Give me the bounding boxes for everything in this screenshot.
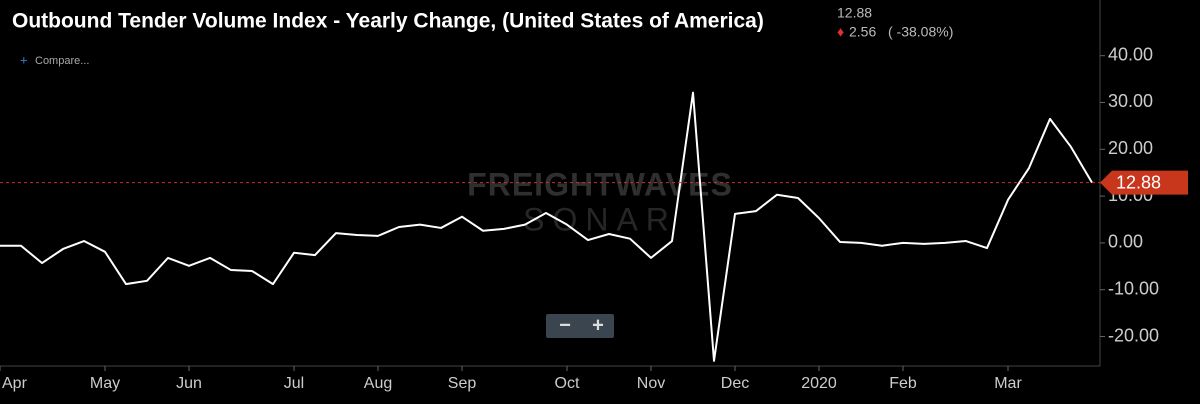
x-tick-label: May: [90, 375, 120, 392]
zoom-box: [546, 314, 614, 338]
x-tick-label: Apr: [2, 375, 28, 392]
change-percent: ( -38.08%): [888, 24, 953, 40]
last-value-tag-label: 12.88: [1116, 172, 1161, 192]
change-value: 2.56: [849, 24, 876, 40]
x-tick-label: Aug: [364, 375, 392, 392]
line-series: [0, 91, 1093, 362]
y-tick-label: 20.00: [1108, 138, 1153, 158]
y-tick-label: 40.00: [1108, 44, 1153, 64]
zoom-out[interactable]: −: [559, 314, 571, 336]
chart-title: Outbound Tender Volume Index - Yearly Ch…: [12, 10, 764, 33]
zoom-in[interactable]: +: [592, 314, 604, 336]
x-tick-label: Oct: [555, 375, 580, 392]
x-tick-label: Jun: [176, 375, 202, 392]
change-icon: ♦: [837, 24, 844, 40]
compare-icon[interactable]: +: [20, 52, 28, 67]
last-value-tag: [1100, 170, 1188, 195]
x-tick-label: Jul: [284, 375, 304, 392]
compare-link[interactable]: Compare...: [35, 55, 89, 67]
x-tick-label: Feb: [889, 375, 917, 392]
zoom-controls: − +: [546, 314, 614, 338]
watermark-text: FREIGHTWAVES: [467, 166, 733, 202]
y-tick-label: -20.00: [1108, 325, 1159, 345]
x-tick-label: Dec: [721, 375, 749, 392]
x-tick-label: Mar: [994, 375, 1022, 392]
watermark-text: SONAR: [523, 201, 677, 237]
x-tick-label: Sep: [448, 375, 477, 392]
x-tick-label: Nov: [637, 375, 665, 392]
last-value: 12.88: [837, 5, 872, 21]
y-tick-label: 30.00: [1108, 91, 1153, 111]
watermark: FREIGHTWAVES SONAR: [467, 166, 733, 237]
x-tick-label: 2020: [801, 375, 837, 392]
y-tick-label: 0.00: [1108, 232, 1143, 252]
y-tick-label: -10.00: [1108, 278, 1159, 298]
